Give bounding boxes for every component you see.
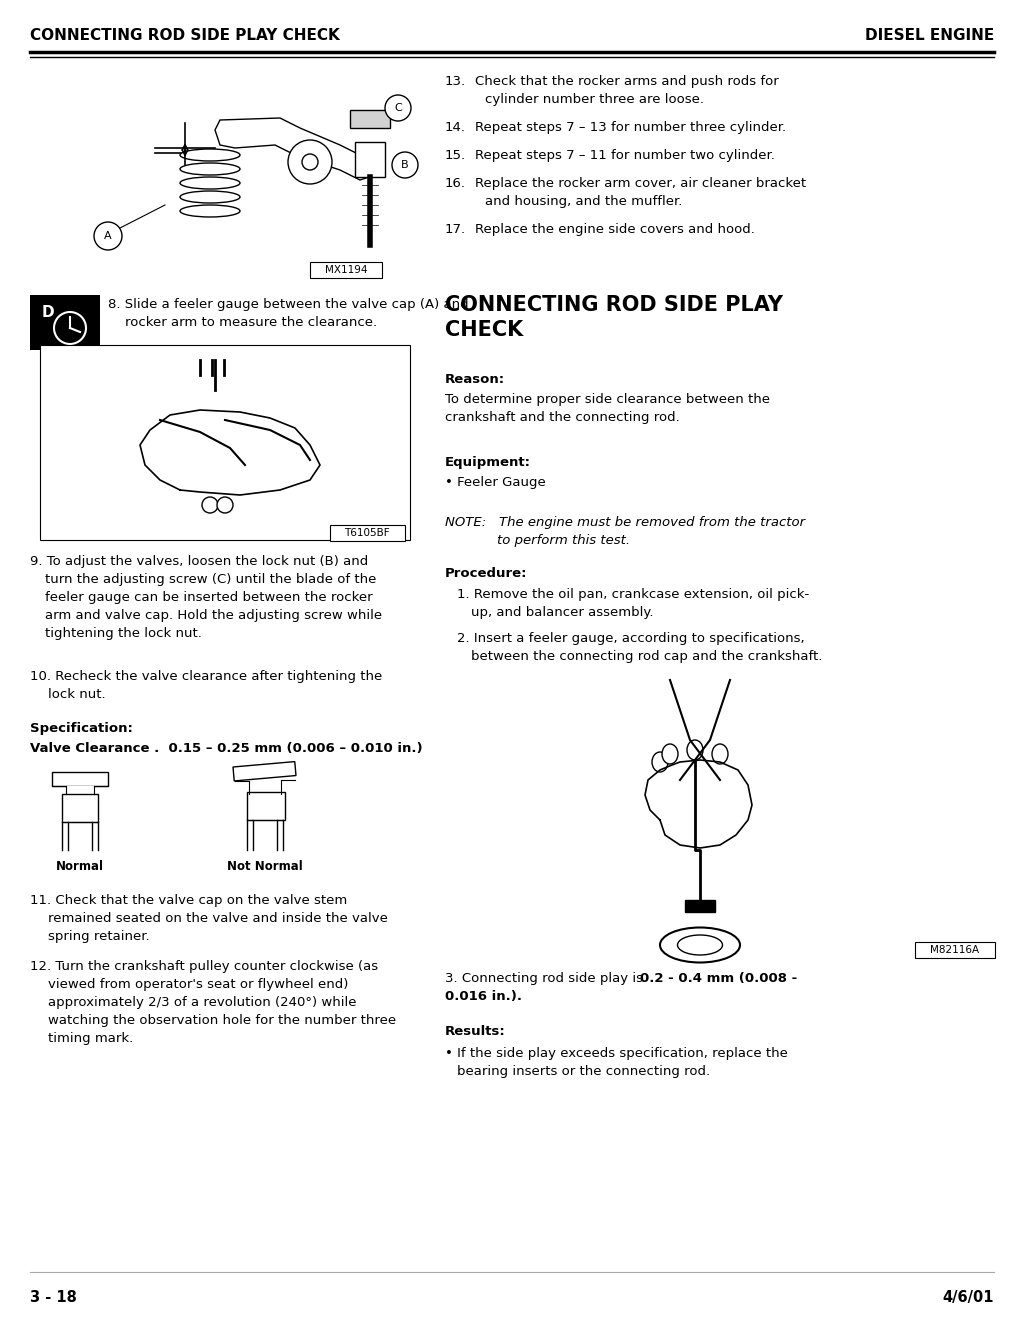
Text: B: B bbox=[401, 160, 409, 170]
Text: crankshaft and the connecting rod.: crankshaft and the connecting rod. bbox=[445, 411, 680, 424]
Bar bbox=[330, 525, 406, 541]
Text: 3. Connecting rod side play is: 3. Connecting rod side play is bbox=[445, 973, 647, 984]
Text: up, and balancer assembly.: up, and balancer assembly. bbox=[471, 606, 653, 619]
Ellipse shape bbox=[678, 935, 723, 955]
Circle shape bbox=[385, 95, 411, 121]
Bar bbox=[310, 262, 382, 278]
Text: C: C bbox=[394, 103, 401, 113]
Text: spring retainer.: spring retainer. bbox=[48, 930, 150, 943]
Text: Results:: Results: bbox=[445, 1026, 506, 1037]
Text: 8. Slide a feeler gauge between the valve cap (A) and: 8. Slide a feeler gauge between the valv… bbox=[108, 298, 469, 311]
Text: Specification:: Specification: bbox=[30, 722, 133, 735]
Text: T6105BF: T6105BF bbox=[344, 527, 390, 538]
Ellipse shape bbox=[180, 148, 240, 162]
Circle shape bbox=[94, 223, 122, 250]
Bar bbox=[30, 295, 100, 350]
Ellipse shape bbox=[652, 753, 668, 772]
Text: • If the side play exceeds specification, replace the: • If the side play exceeds specification… bbox=[445, 1047, 787, 1060]
Text: CONNECTING ROD SIDE PLAY CHECK: CONNECTING ROD SIDE PLAY CHECK bbox=[30, 28, 340, 42]
Text: Check that the rocker arms and push rods for: Check that the rocker arms and push rods… bbox=[475, 76, 778, 87]
Ellipse shape bbox=[180, 178, 240, 189]
Text: 0.2 - 0.4 mm (0.008 -: 0.2 - 0.4 mm (0.008 - bbox=[640, 973, 798, 984]
Bar bbox=[247, 792, 285, 820]
Bar bbox=[233, 762, 296, 780]
Bar bbox=[685, 900, 715, 912]
Text: Valve Clearance .  0.15 – 0.25 mm (0.006 – 0.010 in.): Valve Clearance . 0.15 – 0.25 mm (0.006 … bbox=[30, 742, 423, 755]
Ellipse shape bbox=[662, 745, 678, 765]
Ellipse shape bbox=[180, 163, 240, 175]
Text: Replace the engine side covers and hood.: Replace the engine side covers and hood. bbox=[475, 223, 755, 236]
Text: feeler gauge can be inserted between the rocker: feeler gauge can be inserted between the… bbox=[45, 591, 373, 604]
Text: cylinder number three are loose.: cylinder number three are loose. bbox=[485, 93, 705, 106]
Text: 16.: 16. bbox=[445, 178, 466, 189]
Text: Procedure:: Procedure: bbox=[445, 567, 527, 580]
Bar bbox=[915, 942, 995, 958]
Text: between the connecting rod cap and the crankshaft.: between the connecting rod cap and the c… bbox=[471, 651, 822, 662]
Ellipse shape bbox=[660, 927, 740, 962]
Text: • Feeler Gauge: • Feeler Gauge bbox=[445, 476, 546, 489]
Bar bbox=[62, 794, 98, 822]
Text: watching the observation hole for the number three: watching the observation hole for the nu… bbox=[48, 1014, 396, 1027]
Text: 11. Check that the valve cap on the valve stem: 11. Check that the valve cap on the valv… bbox=[30, 894, 347, 908]
Text: 17.: 17. bbox=[445, 223, 466, 236]
Text: Not Normal: Not Normal bbox=[227, 860, 303, 873]
Text: 12. Turn the crankshaft pulley counter clockwise (as: 12. Turn the crankshaft pulley counter c… bbox=[30, 961, 378, 973]
Text: 15.: 15. bbox=[445, 148, 466, 162]
Text: and housing, and the muffler.: and housing, and the muffler. bbox=[485, 195, 682, 208]
Text: remained seated on the valve and inside the valve: remained seated on the valve and inside … bbox=[48, 912, 388, 925]
Bar bbox=[355, 142, 385, 178]
Bar bbox=[350, 110, 390, 129]
Text: MX1194: MX1194 bbox=[325, 265, 368, 276]
Bar bbox=[445, 672, 1005, 957]
Text: A: A bbox=[104, 231, 112, 241]
Text: Repeat steps 7 – 11 for number two cylinder.: Repeat steps 7 – 11 for number two cylin… bbox=[475, 148, 775, 162]
Text: 2. Insert a feeler gauge, according to specifications,: 2. Insert a feeler gauge, according to s… bbox=[457, 632, 805, 645]
Ellipse shape bbox=[180, 191, 240, 203]
Text: 3 - 18: 3 - 18 bbox=[30, 1291, 77, 1305]
Text: Normal: Normal bbox=[56, 860, 104, 873]
Ellipse shape bbox=[712, 745, 728, 765]
Text: 10. Recheck the valve clearance after tightening the: 10. Recheck the valve clearance after ti… bbox=[30, 670, 382, 682]
Bar bbox=[52, 772, 108, 786]
Text: arm and valve cap. Hold the adjusting screw while: arm and valve cap. Hold the adjusting sc… bbox=[45, 610, 382, 621]
Text: Reason:: Reason: bbox=[445, 374, 505, 386]
Text: approximately 2/3 of a revolution (240°) while: approximately 2/3 of a revolution (240°)… bbox=[48, 996, 356, 1010]
Circle shape bbox=[288, 140, 332, 184]
Bar bbox=[40, 344, 410, 541]
Circle shape bbox=[302, 154, 318, 170]
Text: 0.016 in.).: 0.016 in.). bbox=[445, 990, 522, 1003]
Text: NOTE:   The engine must be removed from the tractor: NOTE: The engine must be removed from th… bbox=[445, 515, 805, 529]
Text: 14.: 14. bbox=[445, 121, 466, 134]
Text: CONNECTING ROD SIDE PLAY: CONNECTING ROD SIDE PLAY bbox=[445, 295, 783, 315]
Circle shape bbox=[217, 497, 233, 513]
Text: tightening the lock nut.: tightening the lock nut. bbox=[45, 627, 202, 640]
Circle shape bbox=[202, 497, 218, 513]
Bar bbox=[30, 65, 420, 280]
Text: lock nut.: lock nut. bbox=[48, 688, 105, 701]
Text: to perform this test.: to perform this test. bbox=[497, 534, 630, 547]
Text: M82116A: M82116A bbox=[931, 945, 980, 955]
Text: CHECK: CHECK bbox=[445, 321, 523, 341]
Bar bbox=[66, 786, 94, 794]
Text: DIESEL ENGINE: DIESEL ENGINE bbox=[864, 28, 994, 42]
Text: bearing inserts or the connecting rod.: bearing inserts or the connecting rod. bbox=[457, 1065, 710, 1079]
Text: 4/6/01: 4/6/01 bbox=[942, 1291, 994, 1305]
Circle shape bbox=[392, 152, 418, 178]
Text: turn the adjusting screw (C) until the blade of the: turn the adjusting screw (C) until the b… bbox=[45, 572, 377, 586]
Text: rocker arm to measure the clearance.: rocker arm to measure the clearance. bbox=[108, 315, 377, 329]
Circle shape bbox=[54, 311, 86, 344]
Text: Repeat steps 7 – 13 for number three cylinder.: Repeat steps 7 – 13 for number three cyl… bbox=[475, 121, 786, 134]
Text: Equipment:: Equipment: bbox=[445, 456, 531, 469]
Text: To determine proper side clearance between the: To determine proper side clearance betwe… bbox=[445, 394, 770, 405]
Ellipse shape bbox=[687, 739, 703, 761]
Text: D: D bbox=[42, 305, 54, 321]
Text: 13.: 13. bbox=[445, 76, 466, 87]
Text: viewed from operator's seat or flywheel end): viewed from operator's seat or flywheel … bbox=[48, 978, 348, 991]
Text: Replace the rocker arm cover, air cleaner bracket: Replace the rocker arm cover, air cleane… bbox=[475, 178, 806, 189]
Text: timing mark.: timing mark. bbox=[48, 1032, 133, 1045]
Text: 9. To adjust the valves, loosen the lock nut (B) and: 9. To adjust the valves, loosen the lock… bbox=[30, 555, 369, 568]
Text: 1. Remove the oil pan, crankcase extension, oil pick-: 1. Remove the oil pan, crankcase extensi… bbox=[457, 588, 809, 602]
Ellipse shape bbox=[180, 205, 240, 217]
